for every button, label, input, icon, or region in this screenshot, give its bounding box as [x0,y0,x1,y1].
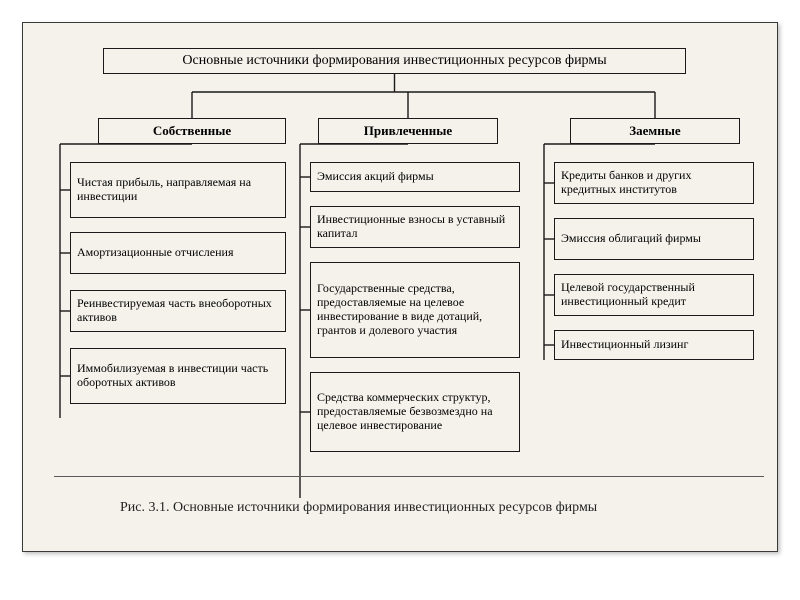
item-node: Целевой государственный инвестиционный к… [554,274,754,316]
item-label: Чистая прибыль, направляемая на инвестиц… [77,176,279,204]
item-label: Реинвестируемая часть внеоборотных актив… [77,297,279,325]
root-label: Основные источники формирования инвестиц… [182,53,606,69]
item-node: Эмиссия облигаций фирмы [554,218,754,260]
item-label: Инвестиционный лизинг [561,338,688,352]
item-label: Государственные средства, предоставляемы… [317,282,513,337]
category-header-borrowed: Заемные [570,118,740,144]
item-label: Инвестиционные взносы в уставный капитал [317,213,513,241]
category-header-attracted: Привлеченные [318,118,498,144]
item-node: Эмиссия акций фирмы [310,162,520,192]
item-node: Иммобилизуемая в инвестиции часть оборот… [70,348,286,404]
item-node: Амортизационные отчисления [70,232,286,274]
item-node: Кредиты банков и других кредитных инстит… [554,162,754,204]
item-label: Кредиты банков и других кредитных инстит… [561,169,747,197]
figure-caption: Рис. 3.1. Основные источники формировани… [120,500,597,516]
item-label: Иммобилизуемая в инвестиции часть оборот… [77,362,279,390]
category-label: Собственные [153,124,231,139]
item-node: Государственные средства, предоставляемы… [310,262,520,358]
item-node: Средства коммерческих структур, предоста… [310,372,520,452]
page-root: Основные источники формирования инвестиц… [0,0,800,600]
item-node: Инвестиционные взносы в уставный капитал [310,206,520,248]
item-label: Эмиссия облигаций фирмы [561,232,701,246]
divider-line [54,476,764,477]
item-label: Амортизационные отчисления [77,246,233,260]
category-label: Заемные [629,124,680,139]
item-node: Инвестиционный лизинг [554,330,754,360]
item-label: Эмиссия акций фирмы [317,170,434,184]
item-node: Реинвестируемая часть внеоборотных актив… [70,290,286,332]
item-node: Чистая прибыль, направляемая на инвестиц… [70,162,286,218]
category-header-own: Собственные [98,118,286,144]
category-label: Привлеченные [364,124,452,139]
root-node: Основные источники формирования инвестиц… [103,48,686,74]
item-label: Средства коммерческих структур, предоста… [317,391,513,432]
item-label: Целевой государственный инвестиционный к… [561,281,747,309]
